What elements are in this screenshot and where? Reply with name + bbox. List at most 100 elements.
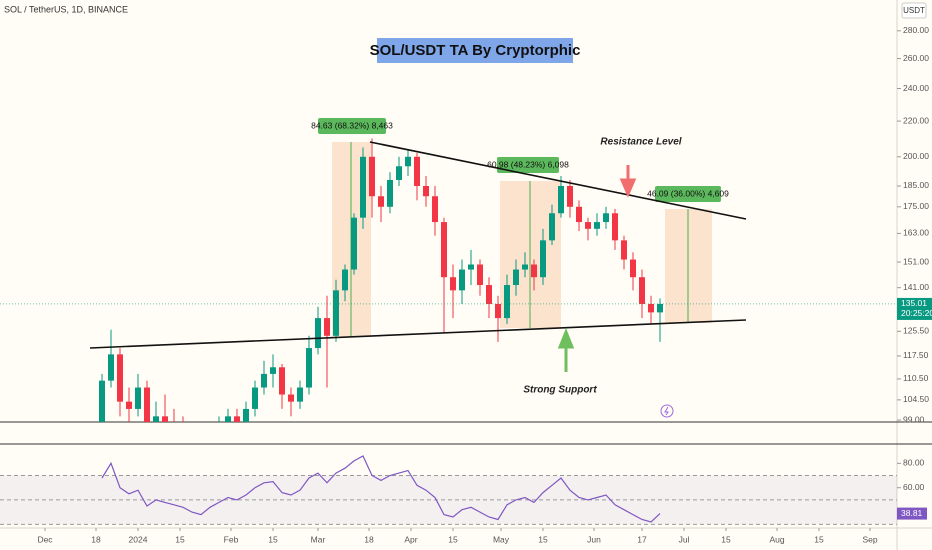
y-tick-label: 99.00 xyxy=(903,414,925,424)
x-tick-label: 18 xyxy=(364,534,374,544)
candle-body xyxy=(567,185,573,207)
candle-body xyxy=(594,222,600,229)
x-tick-label: 15 xyxy=(268,534,278,544)
candle-body xyxy=(621,240,627,260)
candle-body xyxy=(423,185,429,197)
chart-title: SOL/USDT TA By Cryptorphic xyxy=(370,42,581,59)
resistance-line xyxy=(369,141,747,220)
candle-body xyxy=(531,264,537,278)
rsi-line xyxy=(101,455,661,523)
y-tick-label: 141.00 xyxy=(903,282,929,292)
candle-body xyxy=(441,222,447,278)
candle-body xyxy=(459,269,465,291)
candle-body xyxy=(234,416,240,422)
rsi-last-box xyxy=(897,507,927,520)
x-tick-label: Jun xyxy=(587,534,601,544)
x-tick-label: 15 xyxy=(721,534,731,544)
support-line xyxy=(89,319,747,349)
last-price: 135.01 xyxy=(901,298,927,308)
x-tick-label: 15 xyxy=(448,534,458,544)
y-tick-label: 240.00 xyxy=(903,83,929,93)
rsi-last: 38.81 xyxy=(901,508,923,518)
candle-body xyxy=(504,285,510,319)
candle-body xyxy=(603,213,609,223)
y-tick-label: 117.50 xyxy=(903,350,929,360)
countdown: 20:25:20 xyxy=(901,308,932,318)
candle-body xyxy=(153,416,159,422)
currency[interactable]: USDT xyxy=(903,6,925,15)
y-tick-label: 125.50 xyxy=(903,326,929,336)
title-box xyxy=(377,38,573,63)
candle-body xyxy=(117,354,123,402)
candle-body xyxy=(630,259,636,278)
candle-body xyxy=(225,416,231,422)
candle-body xyxy=(342,269,348,291)
x-tick-label: 15 xyxy=(538,534,548,544)
x-tick-label: 2024 xyxy=(129,534,148,544)
candle-body xyxy=(306,348,312,388)
candle-body xyxy=(315,318,321,349)
y-tick-label: 280.00 xyxy=(903,25,929,35)
candle-body xyxy=(468,264,474,270)
candle-body xyxy=(351,217,357,270)
candle-body xyxy=(549,213,555,241)
y-tick-label: 151.00 xyxy=(903,256,929,266)
x-tick-label: Mar xyxy=(311,534,326,544)
y-tick-label: 200.00 xyxy=(903,151,929,161)
last-price-box xyxy=(897,297,932,320)
x-tick-label: Aug xyxy=(769,534,784,544)
measure-label-box xyxy=(318,118,386,134)
symbol-header: SOL / TetherUS, 1D, BINANCE xyxy=(4,4,128,14)
candle-body xyxy=(432,196,438,223)
candle-body xyxy=(270,367,276,374)
candle-body xyxy=(162,416,168,422)
measure-label: 46.09 (36.00%) 4,609 xyxy=(647,188,729,198)
candle-body xyxy=(558,185,564,214)
event-icon-bolt xyxy=(664,406,669,416)
y-tick-label: 104.50 xyxy=(903,394,929,404)
candle-body xyxy=(288,394,294,402)
candle-body xyxy=(297,387,303,402)
x-tick-label: 17 xyxy=(637,534,647,544)
candle-body xyxy=(396,166,402,180)
resistance-arrow xyxy=(619,165,637,198)
candle-body xyxy=(144,387,150,422)
candle-body xyxy=(405,156,411,167)
candle-body xyxy=(360,156,366,218)
candle-body xyxy=(108,354,114,381)
x-tick-label: Apr xyxy=(404,534,417,544)
measure-label-box xyxy=(655,186,721,202)
y-tick-label: 163.00 xyxy=(903,228,929,238)
x-tick-label: Sep xyxy=(862,534,877,544)
candle-body xyxy=(540,240,546,278)
y-tick-label: 260.00 xyxy=(903,53,929,63)
measure-label: 84.63 (68.32%) 8,463 xyxy=(311,120,393,130)
candle-body xyxy=(99,380,105,422)
x-tick-label: Dec xyxy=(37,534,53,544)
x-tick-label: May xyxy=(493,534,510,544)
candle-body xyxy=(450,277,456,291)
x-tick-label: 15 xyxy=(175,534,185,544)
x-tick-label: 15 xyxy=(814,534,824,544)
candle-body xyxy=(135,387,141,409)
y-tick-label: 175.00 xyxy=(903,201,929,211)
rsi-tick-label: 80.00 xyxy=(903,458,925,468)
currency-button[interactable] xyxy=(901,2,927,19)
candle-body xyxy=(585,222,591,229)
event-icon[interactable] xyxy=(660,404,674,418)
support-label: Strong Support xyxy=(523,385,597,396)
y-tick-label: 185.00 xyxy=(903,180,929,190)
y-tick-label: 220.00 xyxy=(903,115,929,125)
candle-body xyxy=(126,401,132,409)
candle-body xyxy=(639,277,645,304)
rsi-tick-label: 60.00 xyxy=(903,482,925,492)
measure-label: 60.98 (48.23%) 6,098 xyxy=(487,159,569,169)
candles xyxy=(99,138,663,422)
candle-body xyxy=(378,196,384,207)
candle-body xyxy=(279,367,285,395)
candle-body xyxy=(576,206,582,223)
candle-body xyxy=(369,156,375,197)
